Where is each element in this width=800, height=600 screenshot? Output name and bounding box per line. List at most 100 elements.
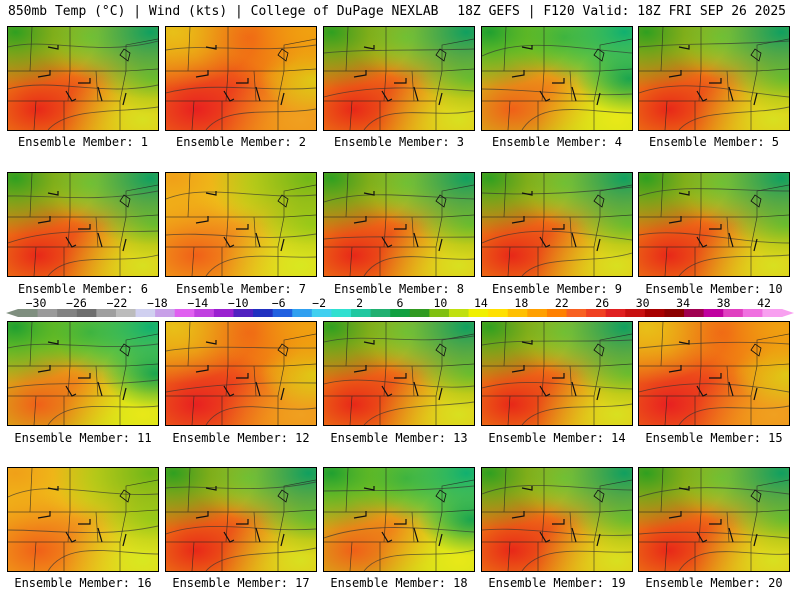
colorbar-swatch [135, 309, 156, 317]
ensemble-map-panel [481, 172, 633, 277]
temperature-field-map [324, 468, 474, 571]
height-contours [324, 485, 474, 571]
colorbar-swatch [115, 309, 137, 317]
colorbar-tick-label: 26 [595, 296, 610, 310]
colorbar-swatch [311, 309, 332, 317]
great-lakes-outline [593, 194, 605, 208]
temperature-field-map [324, 27, 474, 130]
colorbar-swatch [213, 309, 234, 317]
ensemble-member-label: Ensemble Member: 6 [17, 282, 149, 296]
colorbar-swatch [331, 309, 352, 317]
temperature-field-map [166, 27, 316, 130]
ensemble-member-label: Ensemble Member: 20 [645, 576, 783, 590]
ensemble-member-label: Ensemble Member: 18 [330, 576, 468, 590]
temperature-field-map [8, 173, 158, 276]
wind-barbs [668, 191, 758, 252]
colorbar-tick-label: 2 [356, 296, 364, 310]
colorbar-swatch [723, 309, 744, 317]
ensemble-member-label: Ensemble Member: 17 [172, 576, 310, 590]
wind-barbs [511, 191, 601, 252]
temperature-field-map [8, 468, 158, 571]
great-lakes-outline [750, 194, 762, 208]
ensemble-member-label: Ensemble Member: 3 [333, 135, 465, 149]
state-borders [166, 27, 316, 130]
state-borders [324, 322, 474, 425]
ensemble-map-panel [7, 26, 159, 131]
ensemble-map-panel [323, 26, 475, 131]
height-contours [324, 335, 474, 425]
colorbar-swatch [703, 309, 724, 317]
map-title: 850mb Temp (°C) | Wind (kts) | College o… [8, 4, 439, 19]
great-lakes-outline [750, 343, 762, 357]
ensemble-member-label: Ensemble Member: 4 [491, 135, 623, 149]
height-contours [8, 40, 158, 130]
great-lakes-outline [435, 343, 447, 357]
colorbar-high-arrow [782, 309, 794, 317]
colorbar-tick-label: −18 [146, 296, 168, 310]
wind-barbs [37, 340, 127, 401]
wind-barbs [511, 45, 601, 106]
great-lakes-outline [277, 194, 289, 208]
wind-barbs [37, 191, 127, 252]
wind-barbs [195, 191, 285, 252]
ensemble-map-panel [638, 467, 790, 572]
colorbar-swatch [409, 309, 430, 317]
temperature-field-map [639, 468, 789, 571]
colorbar-swatch [586, 309, 607, 317]
height-contours [8, 190, 158, 276]
temperature-field-map [482, 468, 632, 571]
wind-barbs [511, 340, 601, 401]
ensemble-member-label: Ensemble Member: 13 [330, 431, 468, 445]
great-lakes-outline [435, 48, 447, 62]
colorbar-low-arrow [6, 309, 18, 317]
ensemble-map-panel [323, 467, 475, 572]
state-borders [639, 27, 789, 130]
colorbar-tick-label: −10 [227, 296, 249, 310]
ensemble-map-panel [7, 467, 159, 572]
great-lakes-outline [119, 343, 131, 357]
temperature-field-map [639, 173, 789, 276]
colorbar-swatch [664, 309, 685, 317]
temperature-field-map [324, 173, 474, 276]
ensemble-map-panel [638, 26, 790, 131]
great-lakes-outline [277, 489, 289, 503]
colorbar-swatch [233, 309, 254, 317]
height-contours [482, 484, 632, 571]
colorbar-swatch [605, 309, 626, 317]
state-borders [324, 468, 474, 571]
colorbar-swatch [488, 309, 509, 317]
colorbar-swatch [272, 309, 293, 317]
height-contours [324, 194, 474, 276]
colorbar-tick-label: −14 [187, 296, 209, 310]
ensemble-member-label: Ensemble Member: 7 [175, 282, 307, 296]
colorbar-tick-label: −30 [25, 296, 47, 310]
colorbar-swatch [507, 309, 528, 317]
temperature-field-map [166, 468, 316, 571]
state-borders [482, 27, 632, 130]
colorbar-tick-label: 38 [716, 296, 731, 310]
colorbar-swatch [546, 309, 568, 317]
state-borders [482, 468, 632, 571]
ensemble-map-panel [7, 321, 159, 426]
great-lakes-outline [119, 489, 131, 503]
wind-barbs [37, 486, 127, 547]
wind-barbs [195, 486, 285, 547]
temperature-field-map [8, 27, 158, 130]
ensemble-map-panel [7, 172, 159, 277]
ensemble-map-panel [638, 172, 790, 277]
ensemble-member-label: Ensemble Member: 5 [648, 135, 780, 149]
height-contours [166, 346, 316, 425]
ensemble-member-label: Ensemble Member: 9 [491, 282, 623, 296]
temperature-field-map [482, 27, 632, 130]
colorbar-swatch [253, 309, 274, 317]
height-contours [8, 343, 158, 425]
ensemble-map-panel [481, 321, 633, 426]
ensemble-member-label: Ensemble Member: 15 [645, 431, 783, 445]
ensemble-member-label: Ensemble Member: 12 [172, 431, 310, 445]
wind-barbs [195, 340, 285, 401]
state-borders [166, 173, 316, 276]
colorbar-tick-label: −6 [271, 296, 286, 310]
great-lakes-outline [277, 48, 289, 62]
colorbar-swatch [742, 309, 763, 317]
colorbar-tick-label: 30 [635, 296, 650, 310]
